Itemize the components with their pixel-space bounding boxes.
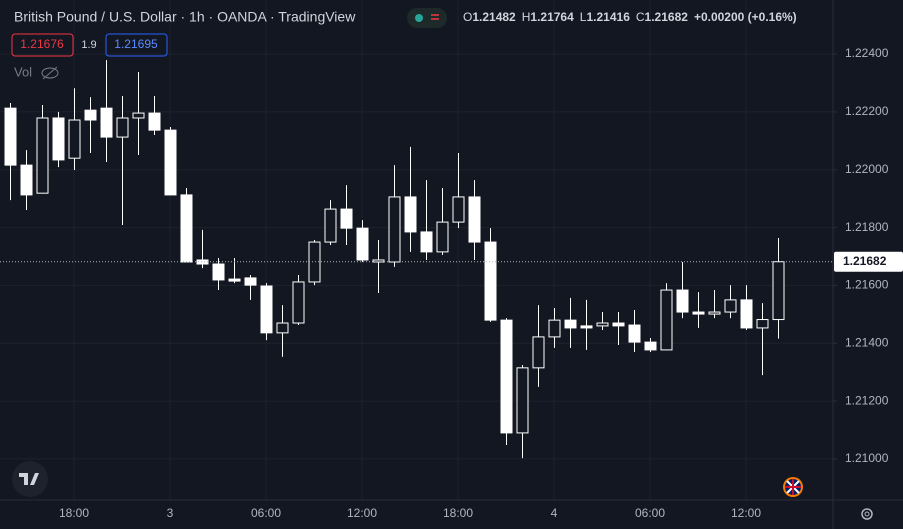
candle-body: [276, 322, 289, 334]
candle-body: [132, 112, 145, 119]
ohlc-letter: O: [463, 10, 472, 24]
candle-body: [180, 194, 193, 263]
gear: [861, 508, 873, 520]
gear-hub: [864, 511, 870, 517]
candle-body: [676, 289, 689, 313]
ohlc-value: 1.21416: [586, 10, 630, 24]
logo-bg: [12, 461, 48, 497]
candle-body: [196, 259, 209, 265]
candle-body: [164, 129, 177, 196]
eye-slash: [42, 66, 58, 80]
candle-body: [260, 285, 273, 334]
candle-body: [532, 336, 545, 369]
candle-body: [68, 119, 81, 159]
x-tick-label: 06:00: [635, 506, 665, 520]
spread: 1.9: [81, 39, 96, 51]
candle-body: [660, 289, 673, 351]
candle-body: [356, 227, 369, 261]
candle-body: [628, 324, 641, 343]
volume-label: Vol: [14, 64, 32, 79]
plot: [0, 60, 833, 459]
candle-body: [452, 196, 465, 223]
y-tick-label: 1.21200: [845, 393, 889, 407]
y-tick-label: 1.22000: [845, 162, 889, 176]
candle-body: [116, 117, 129, 138]
y-tick-label: 1.21800: [845, 220, 889, 234]
ohlc-letter: H: [522, 10, 531, 24]
x-tick-label: 18:00: [59, 506, 89, 520]
candle-body: [756, 319, 769, 329]
ohlc-letter: C: [636, 10, 645, 24]
x-tick-label: 12:00: [347, 506, 377, 520]
market-status[interactable]: [407, 8, 447, 28]
candle-body: [708, 311, 721, 315]
candle-body: [340, 208, 353, 229]
flag-cross: [785, 479, 801, 495]
x-tick-label: 18:00: [443, 506, 473, 520]
candle-body: [100, 107, 113, 138]
candle-body: [484, 241, 497, 321]
candle-body: [740, 299, 753, 329]
candle-body: [292, 281, 305, 324]
candle-body: [724, 299, 737, 313]
candle-body: [20, 164, 33, 196]
status-dot: [415, 14, 423, 22]
hide-icon[interactable]: [41, 66, 59, 80]
candle-body: [388, 196, 401, 263]
tv-logo: [12, 461, 48, 497]
candle-body: [404, 196, 417, 233]
settings-icon[interactable]: [861, 508, 873, 520]
candle-body: [500, 319, 513, 434]
ohlc-value: 1.21682: [645, 10, 689, 24]
y-tick-label: 1.22200: [845, 104, 889, 118]
ohlc-value: 1.21482: [472, 10, 516, 24]
candle-body: [420, 231, 433, 253]
last-price-label: 1.21682: [843, 254, 887, 268]
candle-body: [36, 117, 49, 194]
candle-body: [564, 319, 577, 329]
buy-price: 1.21695: [114, 37, 158, 51]
eye: [41, 67, 59, 79]
uk-flag: [783, 477, 803, 497]
candle-body: [4, 107, 17, 166]
candle-body: [612, 322, 625, 327]
candle-body: [244, 277, 257, 286]
y-tick-label: 1.22400: [845, 46, 889, 60]
ohlc-legend: O 1.21482 H 1.21764 L 1.21416 C 1.21682 +0.00200…: [463, 10, 797, 24]
candle-body: [548, 319, 561, 338]
buy-button[interactable]: [105, 33, 168, 57]
candle-body: [436, 221, 449, 253]
chart-title: British Pound / U.S. Dollar · 1h · OANDA…: [14, 9, 356, 25]
last-price-box: [834, 251, 903, 272]
candle-body: [52, 117, 65, 161]
y-tick-label: 1.21400: [845, 335, 889, 349]
candle-body: [468, 196, 481, 243]
candle-body: [596, 322, 609, 327]
y-tick-label: 1.21000: [845, 451, 889, 465]
candle-body: [228, 278, 241, 282]
candle-body: [148, 112, 161, 131]
ohlc-value: 1.21764: [530, 10, 574, 24]
x-tick-label: 06:00: [251, 506, 281, 520]
ohlc-letter: L: [580, 10, 587, 24]
candle-body: [516, 367, 529, 434]
status-icon: [431, 14, 439, 20]
candle-body: [580, 325, 593, 329]
candle-body: [324, 208, 337, 243]
logo-mark: [19, 473, 39, 485]
x-tick-label: 4: [551, 506, 558, 520]
sell-button[interactable]: [11, 33, 74, 57]
sell-price: 1.21676: [20, 37, 64, 51]
candle-body: [644, 341, 657, 351]
candle-body: [84, 109, 97, 121]
candle-body: [692, 311, 705, 315]
y-tick-label: 1.21600: [845, 278, 889, 292]
x-tick-label: 12:00: [731, 506, 761, 520]
candle-body: [212, 263, 225, 281]
x-tick-label: 3: [167, 506, 174, 520]
ohlc-change: +0.00200 (+0.16%): [694, 10, 797, 24]
candle-body: [772, 261, 785, 321]
